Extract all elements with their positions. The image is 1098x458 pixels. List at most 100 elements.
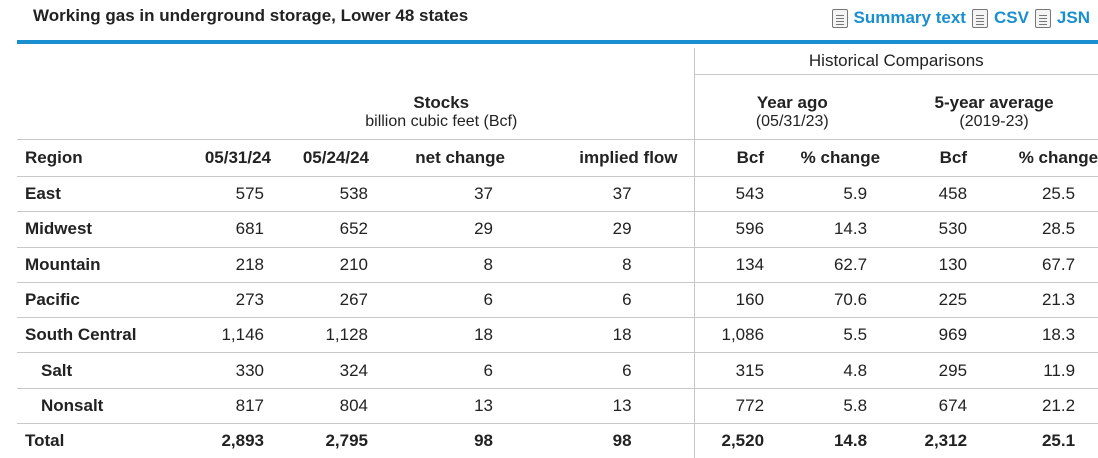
cell-year-ago-bcf: 160	[694, 281, 790, 318]
col-net-change: net change	[383, 139, 530, 177]
year-ago-subtitle: (05/31/23)	[755, 113, 829, 130]
cell-year-ago-pct: 5.9	[789, 175, 891, 212]
cell-year-ago-pct: 5.8	[789, 387, 891, 424]
cell-five-year-bcf: 130	[890, 246, 996, 283]
document-icon	[831, 8, 848, 28]
cell-five-year-bcf: 225	[890, 281, 996, 318]
cell-current-week: 273	[189, 281, 281, 318]
cell-five-year-pct: 28.5	[995, 211, 1098, 248]
cell-five-year-pct: 21.2	[995, 387, 1098, 424]
table-row: Salt 330 324 6 6 315 4.8 295 11.9	[17, 352, 1098, 389]
cell-implied-flow: 6	[530, 352, 695, 389]
stocks-heading: Stocks billion cubic feet (Bcf)	[189, 74, 695, 140]
document-icon	[1034, 8, 1051, 28]
year-ago-title: Year ago	[756, 93, 828, 112]
cell-prior-week: 324	[281, 352, 383, 389]
col-five-year-pct: % change	[995, 139, 1098, 177]
table-row: Pacific 273 267 6 6 160 70.6 225 21.3	[17, 281, 1098, 318]
table-row: Nonsalt 817 804 13 13 772 5.8 674 21.2	[17, 387, 1098, 424]
cell-prior-week: 804	[281, 387, 383, 424]
five-year-title: 5-year average	[934, 93, 1054, 112]
col-five-year-bcf: Bcf	[890, 139, 996, 177]
historical-comparisons-heading: Historical Comparisons	[694, 48, 1098, 75]
cell-implied-flow: 6	[530, 281, 695, 318]
cell-net-change: 13	[383, 387, 530, 424]
cell-net-change: 18	[383, 317, 530, 353]
stocks-subtitle: billion cubic feet (Bcf)	[365, 113, 518, 130]
col-region: Region	[17, 139, 189, 177]
summary-text-label: Summary text	[853, 8, 966, 27]
cell-year-ago-pct: 4.8	[789, 352, 891, 389]
table-row: Mountain 218 210 8 8 134 62.7 130 67.7	[17, 246, 1098, 283]
cell-five-year-bcf: 674	[890, 387, 996, 424]
table-row: East 575 538 37 37 543 5.9 458 25.5	[17, 175, 1098, 212]
cell-five-year-pct: 18.3	[995, 317, 1098, 353]
stocks-title: Stocks	[413, 93, 470, 112]
cell-region: South Central	[17, 317, 189, 353]
cell-region: East	[17, 175, 189, 212]
cell-net-change: 8	[383, 246, 530, 283]
cell-region: Salt	[17, 352, 189, 389]
group-spacer	[17, 75, 189, 140]
cell-five-year-pct: 21.3	[995, 281, 1098, 318]
document-icon	[971, 8, 988, 28]
cell-prior-week: 652	[281, 211, 383, 248]
cell-net-change: 29	[383, 211, 530, 248]
cell-implied-flow: 37	[530, 175, 695, 212]
five-year-subtitle: (2019-23)	[959, 113, 1029, 130]
cell-year-ago-bcf: 315	[694, 352, 790, 389]
csv-label: CSV	[993, 8, 1029, 27]
cell-year-ago-bcf: 596	[694, 211, 790, 248]
cell-current-week: 330	[189, 352, 281, 389]
download-links: Summary text CSV JSN	[826, 8, 1090, 28]
col-year-ago-pct: % change	[789, 139, 891, 177]
cell-prior-week: 1,128	[281, 317, 383, 353]
cell-prior-week: 267	[281, 281, 383, 318]
table-row: Midwest 681 652 29 29 596 14.3 530 28.5	[17, 211, 1098, 248]
csv-link[interactable]: CSV	[971, 8, 1029, 28]
cell-five-year-pct: 67.7	[995, 246, 1098, 283]
cell-prior-week: 210	[281, 246, 383, 283]
cell-five-year-pct: 11.9	[995, 352, 1098, 389]
col-prior-week: 05/24/24	[281, 139, 383, 177]
cell-year-ago-bcf: 1,086	[694, 317, 790, 353]
cell-region: Nonsalt	[17, 387, 189, 424]
column-header-row: Region 05/31/24 05/24/24 net change impl…	[17, 139, 1098, 177]
cell-net-change: 6	[383, 352, 530, 389]
json-link[interactable]: JSN	[1034, 8, 1090, 28]
cell-region: Mountain	[17, 246, 189, 283]
cell-five-year-bcf: 458	[890, 175, 996, 212]
cell-year-ago-bcf: 543	[694, 175, 790, 212]
cell-implied-flow: 13	[530, 387, 695, 424]
cell-year-ago-bcf: 134	[694, 246, 790, 283]
col-current-week: 05/31/24	[189, 139, 281, 177]
cell-region: Midwest	[17, 211, 189, 248]
cell-five-year-pct: 25.5	[995, 175, 1098, 212]
col-implied-flow: implied flow	[530, 139, 695, 177]
cell-current-week: 817	[189, 387, 281, 424]
cell-year-ago-pct: 62.7	[789, 246, 891, 283]
cell-net-change: 37	[383, 175, 530, 212]
storage-table: Historical Comparisons Stocks billion cu…	[17, 48, 1098, 458]
cell-five-year-bcf: 295	[890, 352, 996, 389]
cell-five-year-bcf: 969	[890, 317, 996, 353]
col-year-ago-bcf: Bcf	[694, 139, 790, 177]
summary-text-link[interactable]: Summary text	[831, 8, 966, 28]
cell-implied-flow: 18	[530, 317, 695, 353]
header-spacer	[17, 48, 695, 75]
cell-prior-week: 538	[281, 175, 383, 212]
cell-year-ago-pct: 5.5	[789, 317, 891, 353]
cell-current-week: 1,146	[189, 317, 281, 353]
cell-five-year-bcf: 530	[890, 211, 996, 248]
cell-implied-flow: 29	[530, 211, 695, 248]
cell-region: Pacific	[17, 281, 189, 318]
five-year-heading: 5-year average (2019-23)	[890, 75, 1098, 140]
cell-year-ago-pct: 14.3	[789, 211, 891, 248]
cell-year-ago-pct: 70.6	[789, 281, 891, 318]
cell-net-change: 6	[383, 281, 530, 318]
cell-year-ago-bcf: 772	[694, 387, 790, 424]
year-ago-heading: Year ago (05/31/23)	[694, 75, 890, 140]
page-title: Working gas in underground storage, Lowe…	[33, 6, 469, 25]
cell-current-week: 681	[189, 211, 281, 248]
cell-current-week: 575	[189, 175, 281, 212]
